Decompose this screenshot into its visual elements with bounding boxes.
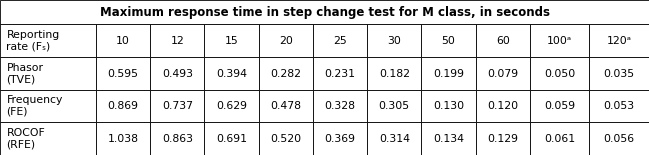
Text: 0.737: 0.737 [162, 101, 193, 111]
Bar [150, 122, 204, 155]
Text: 30: 30 [387, 36, 401, 46]
Text: 0.863: 0.863 [162, 134, 193, 144]
Bar [204, 57, 259, 90]
Bar [367, 57, 421, 90]
Text: 0.282: 0.282 [270, 69, 301, 79]
Bar [589, 57, 649, 90]
Text: 25: 25 [333, 36, 347, 46]
Text: 0.059: 0.059 [544, 101, 575, 111]
Bar [476, 122, 530, 155]
Bar [96, 24, 150, 57]
Text: Phasor
(TVE): Phasor (TVE) [6, 63, 43, 84]
Text: Frequency
(FE): Frequency (FE) [6, 95, 63, 117]
Text: 0.130: 0.130 [433, 101, 464, 111]
Bar [530, 122, 589, 155]
Bar [0, 24, 96, 57]
Bar [259, 24, 313, 57]
Bar [313, 122, 367, 155]
Text: 1.038: 1.038 [108, 134, 138, 144]
Bar [421, 57, 476, 90]
Text: 0.369: 0.369 [324, 134, 356, 144]
Bar [96, 90, 150, 122]
Text: 0.182: 0.182 [379, 69, 410, 79]
Text: 20: 20 [279, 36, 293, 46]
Text: 0.035: 0.035 [604, 69, 635, 79]
Text: 0.493: 0.493 [162, 69, 193, 79]
Text: 0.478: 0.478 [270, 101, 301, 111]
Text: 0.629: 0.629 [216, 101, 247, 111]
Text: 0.050: 0.050 [544, 69, 575, 79]
Bar [421, 122, 476, 155]
Bar [150, 90, 204, 122]
Bar [96, 57, 150, 90]
Bar [313, 57, 367, 90]
Bar [530, 24, 589, 57]
Bar [313, 90, 367, 122]
Bar [367, 90, 421, 122]
Text: 120ᵃ: 120ᵃ [607, 36, 631, 46]
Text: 0.595: 0.595 [108, 69, 138, 79]
Text: 0.869: 0.869 [108, 101, 138, 111]
Bar [204, 90, 259, 122]
Bar [150, 57, 204, 90]
Text: 0.134: 0.134 [433, 134, 464, 144]
Bar [0, 57, 96, 90]
Bar [476, 24, 530, 57]
Text: 0.328: 0.328 [324, 101, 356, 111]
Text: 0.394: 0.394 [216, 69, 247, 79]
Text: 0.079: 0.079 [487, 69, 519, 79]
Bar [589, 122, 649, 155]
Bar [150, 24, 204, 57]
Text: 60: 60 [496, 36, 509, 46]
Text: ROCOF
(RFE): ROCOF (RFE) [6, 128, 45, 150]
Text: 0.231: 0.231 [324, 69, 356, 79]
Bar [0, 90, 96, 122]
Text: 0.129: 0.129 [487, 134, 519, 144]
Bar [313, 24, 367, 57]
Text: 0.120: 0.120 [487, 101, 519, 111]
Bar [530, 90, 589, 122]
Bar [367, 24, 421, 57]
Text: 15: 15 [225, 36, 238, 46]
Bar [259, 57, 313, 90]
Bar [476, 57, 530, 90]
Bar [421, 24, 476, 57]
Bar [204, 122, 259, 155]
Bar [367, 122, 421, 155]
Bar [421, 90, 476, 122]
Bar [259, 122, 313, 155]
Text: 0.056: 0.056 [604, 134, 635, 144]
Bar [589, 90, 649, 122]
Bar [589, 24, 649, 57]
Text: 12: 12 [171, 36, 184, 46]
Text: Reporting
rate (Fₛ): Reporting rate (Fₛ) [6, 30, 60, 51]
Text: 0.520: 0.520 [270, 134, 301, 144]
Text: 0.305: 0.305 [379, 101, 410, 111]
Bar [530, 57, 589, 90]
Text: 10: 10 [116, 36, 130, 46]
Bar [0, 0, 649, 24]
Text: 0.199: 0.199 [433, 69, 464, 79]
Bar [259, 90, 313, 122]
Bar [204, 24, 259, 57]
Text: 100ᵃ: 100ᵃ [547, 36, 572, 46]
Bar [96, 122, 150, 155]
Text: 0.061: 0.061 [544, 134, 575, 144]
Text: 0.314: 0.314 [379, 134, 410, 144]
Bar [0, 122, 96, 155]
Text: 0.053: 0.053 [604, 101, 635, 111]
Bar [476, 90, 530, 122]
Text: 0.691: 0.691 [216, 134, 247, 144]
Text: Maximum response time in step change test for M class, in seconds: Maximum response time in step change tes… [99, 6, 550, 18]
Text: 50: 50 [441, 36, 456, 46]
